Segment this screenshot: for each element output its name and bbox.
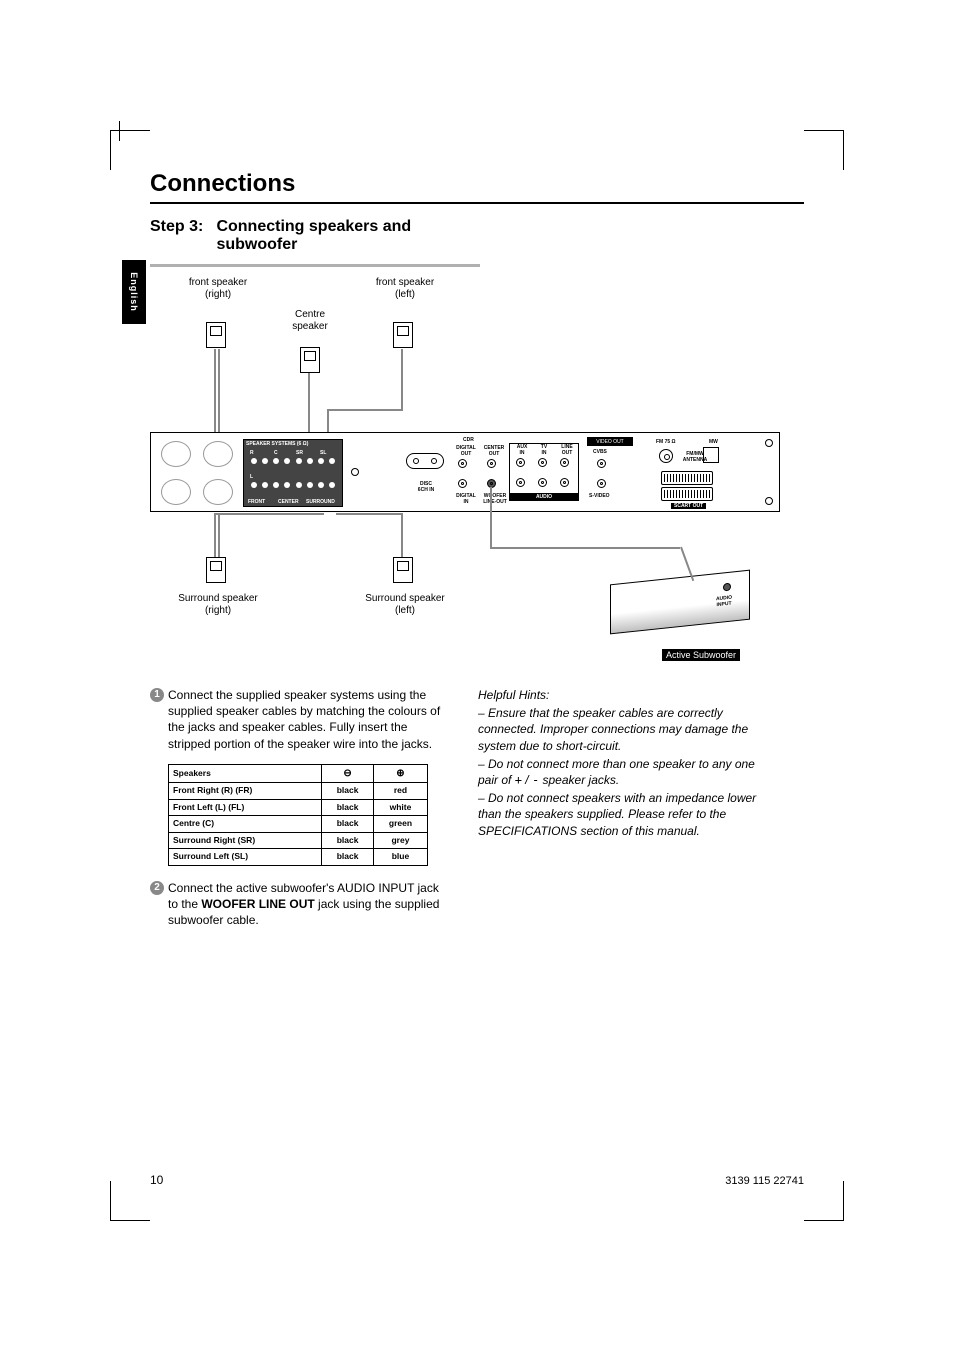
hints-title: Helpful Hints: bbox=[478, 687, 778, 703]
disc-6ch-port bbox=[406, 453, 444, 469]
wire bbox=[336, 513, 403, 515]
table-header-plus-icon: ⊕ bbox=[373, 764, 427, 783]
jack bbox=[458, 459, 467, 468]
table-header-minus-icon: ⊖ bbox=[322, 764, 374, 783]
table-row: Front Right (R) (FR)blackred bbox=[169, 783, 428, 799]
screw-hole bbox=[351, 468, 359, 476]
crop-mark bbox=[804, 130, 844, 170]
wire bbox=[401, 349, 403, 409]
wire bbox=[214, 513, 216, 557]
label-front-right: front speaker(right) bbox=[168, 277, 268, 301]
table-row: Front Left (L) (FL)blackwhite bbox=[169, 799, 428, 815]
helpful-hints: Helpful Hints: – Ensure that the speaker… bbox=[478, 687, 778, 940]
language-tab-label: English bbox=[129, 272, 139, 312]
table-row: Surround Left (SL)blackblue bbox=[169, 849, 428, 865]
crop-mark bbox=[110, 130, 150, 170]
circled-number-icon: 2 bbox=[150, 881, 164, 895]
label-surround-right: Surround speaker(right) bbox=[168, 593, 268, 617]
speaker-wiring-table: Speakers ⊖ ⊕ Front Right (R) (FR)blackre… bbox=[168, 764, 428, 866]
page-number: 10 bbox=[150, 1173, 163, 1187]
table-row: Surround Right (SR)blackgrey bbox=[169, 832, 428, 848]
speaker-icon bbox=[206, 322, 226, 348]
scart-port bbox=[661, 487, 713, 501]
speaker-icon bbox=[300, 347, 320, 373]
wire bbox=[401, 513, 403, 557]
hint-line: – Do not connect more than one speaker t… bbox=[478, 756, 778, 788]
speaker-terminal-block: SPEAKER SYSTEMS (6 Ω) R C SR SL L FRONT … bbox=[243, 439, 343, 507]
label-front-left: front speaker(left) bbox=[355, 277, 455, 301]
scart-port bbox=[661, 471, 713, 485]
jack bbox=[597, 479, 606, 488]
wire bbox=[308, 373, 310, 439]
sub-audio-input-jack bbox=[723, 583, 731, 592]
speaker-icon bbox=[206, 557, 226, 583]
video-out-label: VIDEO OUT bbox=[587, 437, 633, 446]
section-title: Connections bbox=[150, 170, 804, 204]
step-number: Step 3: bbox=[150, 218, 212, 236]
left-column: 1 Connect the supplied speaker systems u… bbox=[150, 687, 450, 940]
jack bbox=[487, 459, 496, 468]
label-centre: Centrespeaker bbox=[260, 309, 360, 333]
language-tab: English bbox=[122, 260, 146, 324]
wire bbox=[218, 513, 220, 557]
hint-line: – Do not connect speakers with an impeda… bbox=[478, 790, 778, 839]
page-content: English Connections Step 3: Connecting s… bbox=[150, 170, 804, 1181]
step-text: Connecting speakers and subwoofer bbox=[216, 218, 466, 254]
wire bbox=[214, 513, 324, 515]
amplifier-back-panel: SPEAKER SYSTEMS (6 Ω) R C SR SL L FRONT … bbox=[150, 432, 780, 512]
jack bbox=[458, 479, 467, 488]
document-code: 3139 115 22741 bbox=[725, 1175, 804, 1187]
wiring-diagram: front speaker(right) front speaker(left)… bbox=[150, 277, 780, 657]
step-1-paragraph: 1 Connect the supplied speaker systems u… bbox=[150, 687, 450, 752]
jack bbox=[597, 459, 606, 468]
hint-line: – Ensure that the speaker cables are cor… bbox=[478, 705, 778, 754]
audio-block: AUXIN TVIN LINEOUT AUDIO bbox=[509, 443, 579, 501]
wire bbox=[490, 547, 680, 549]
step-2-paragraph: 2 Connect the active subwoofer's AUDIO I… bbox=[150, 880, 450, 929]
label-subwoofer: Active Subwoofer bbox=[662, 649, 740, 661]
wire bbox=[327, 409, 403, 411]
label-surround-left: Surround speaker(left) bbox=[355, 593, 455, 617]
step-underline bbox=[150, 264, 480, 267]
vent-area bbox=[157, 439, 237, 507]
table-header-speakers: Speakers bbox=[169, 764, 322, 783]
speaker-icon bbox=[393, 557, 413, 583]
wire bbox=[214, 349, 216, 439]
speaker-icon bbox=[393, 322, 413, 348]
table-row: Centre (C)blackgreen bbox=[169, 816, 428, 832]
screw-hole bbox=[765, 439, 773, 447]
crop-mark bbox=[804, 1181, 844, 1221]
crop-mark bbox=[110, 1181, 150, 1221]
wire bbox=[490, 487, 492, 547]
step-title: Step 3: Connecting speakers and subwoofe… bbox=[150, 218, 480, 254]
screw-hole bbox=[765, 497, 773, 505]
circled-number-icon: 1 bbox=[150, 688, 164, 702]
wire bbox=[218, 349, 220, 439]
fm-antenna-jack bbox=[659, 449, 673, 463]
subwoofer-icon: AUDIOINPUT Active Subwoofer bbox=[610, 577, 750, 647]
body-columns: 1 Connect the supplied speaker systems u… bbox=[150, 687, 804, 940]
